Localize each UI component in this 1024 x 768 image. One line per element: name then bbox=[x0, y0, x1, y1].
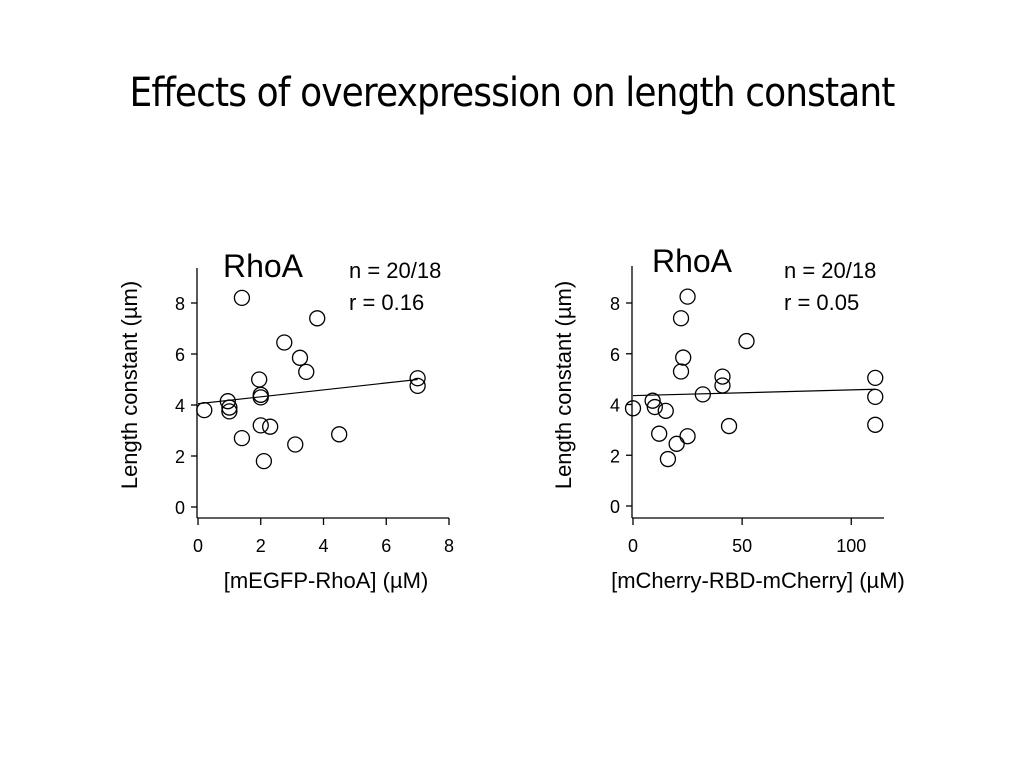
chart1-data-point bbox=[251, 371, 268, 388]
chart1-data-point bbox=[309, 310, 326, 327]
chart1-y-tick-label: 2 bbox=[175, 447, 185, 467]
chart2-data-point bbox=[867, 369, 884, 387]
chart2-data-point bbox=[657, 402, 674, 419]
chart1-data-point bbox=[287, 436, 304, 453]
chart2-data-point bbox=[714, 368, 731, 385]
chart2-data-point bbox=[867, 388, 884, 406]
chart1-x-tick-label: 0 bbox=[193, 536, 203, 556]
chart1-data-point bbox=[409, 377, 426, 395]
chart2-x-tick-label: 0 bbox=[628, 536, 638, 556]
chart2-x-tick-label: 50 bbox=[732, 536, 752, 556]
chart2-data-point bbox=[659, 450, 677, 468]
chart2-annotation: n = 20/18 bbox=[784, 258, 876, 283]
chart1-data-point bbox=[196, 401, 213, 419]
chart1-x-tick-label: 6 bbox=[381, 536, 391, 556]
chart2-data-point bbox=[644, 392, 661, 409]
chart1-data-point bbox=[262, 418, 279, 435]
chart2-data-point bbox=[679, 428, 696, 445]
chart2-y-tick-label: 4 bbox=[610, 396, 620, 416]
chart2-y-tick-label: 0 bbox=[610, 497, 620, 517]
chart2-data-point bbox=[672, 310, 690, 327]
slide-title: Effects of overexpression on length cons… bbox=[129, 70, 896, 116]
chart1-annotation: r = 0.16 bbox=[349, 290, 424, 315]
chart1-x-tick-label: 2 bbox=[256, 536, 266, 556]
chart1-data-point bbox=[233, 289, 251, 307]
chart2-data-point bbox=[646, 398, 663, 416]
chart1-data-point bbox=[221, 403, 238, 420]
chart1-x-axis-label: [mEGFP-RhoA] (µM) bbox=[224, 568, 429, 593]
chart1-data-point bbox=[219, 393, 236, 410]
chart1-y-tick-label: 8 bbox=[175, 294, 185, 314]
chart1-data-point bbox=[233, 429, 251, 447]
chart1-data-point bbox=[331, 426, 348, 443]
chart1-annotation: n = 20/18 bbox=[349, 258, 441, 283]
chart2-x-axis-label: [mCherry-RBD-mCherry] (µM) bbox=[611, 568, 905, 593]
chart2-fit-line bbox=[632, 388, 876, 397]
chart1-y-tick-label: 4 bbox=[175, 396, 185, 416]
chart2-data-point bbox=[651, 425, 668, 442]
chart2-data-point bbox=[679, 288, 696, 305]
chart2-y-tick-label: 8 bbox=[610, 294, 620, 314]
chart2-data-point bbox=[694, 386, 711, 403]
chart1-x-tick-label: 4 bbox=[318, 536, 328, 556]
chart1-title: RhoA bbox=[223, 248, 304, 284]
chart1-x-tick-label: 8 bbox=[444, 536, 454, 556]
chart1-y-tick-label: 6 bbox=[175, 345, 185, 365]
chart2-title: RhoA bbox=[652, 243, 733, 279]
chart2-data-point bbox=[672, 363, 690, 380]
chart1-data-point bbox=[255, 452, 273, 470]
chart1-data-point bbox=[298, 363, 315, 381]
chart2-data-point bbox=[624, 400, 642, 417]
chart2-data-point bbox=[738, 332, 755, 350]
chart2-data-point bbox=[714, 377, 731, 394]
chart2-y-tick-label: 2 bbox=[610, 446, 620, 466]
chart1-data-point bbox=[409, 370, 426, 387]
chart2-data-point bbox=[720, 417, 738, 435]
chart1-y-tick-label: 0 bbox=[175, 498, 185, 518]
chart1-data-point bbox=[276, 334, 293, 351]
chart2-data-point bbox=[867, 416, 884, 433]
chart1-data-point bbox=[291, 349, 309, 366]
chart2-data-point bbox=[668, 435, 685, 452]
chart2-x-tick-label: 100 bbox=[836, 536, 866, 556]
chart2-annotation: r = 0.05 bbox=[784, 290, 859, 315]
chart2-data-point bbox=[675, 349, 692, 366]
chart1-data-point bbox=[252, 389, 269, 406]
chart1-data-point bbox=[221, 399, 238, 416]
chart1-y-axis-label: Length constant (µm) bbox=[117, 281, 142, 489]
chart2-y-axis-label: Length constant (µm) bbox=[551, 281, 576, 489]
chart1-data-point bbox=[252, 417, 269, 434]
chart2-y-tick-label: 6 bbox=[610, 345, 620, 365]
